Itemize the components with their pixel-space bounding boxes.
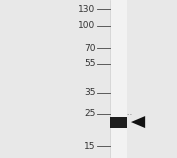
Bar — [110, 0, 127, 158]
Polygon shape — [131, 116, 145, 128]
Text: 130: 130 — [78, 5, 96, 14]
Bar — [110, 117, 127, 128]
Text: 25: 25 — [84, 109, 96, 118]
Text: 100: 100 — [78, 21, 96, 30]
Text: 35: 35 — [84, 88, 96, 97]
Text: 70: 70 — [84, 44, 96, 53]
Text: 55: 55 — [84, 59, 96, 68]
Text: 15: 15 — [84, 142, 96, 151]
